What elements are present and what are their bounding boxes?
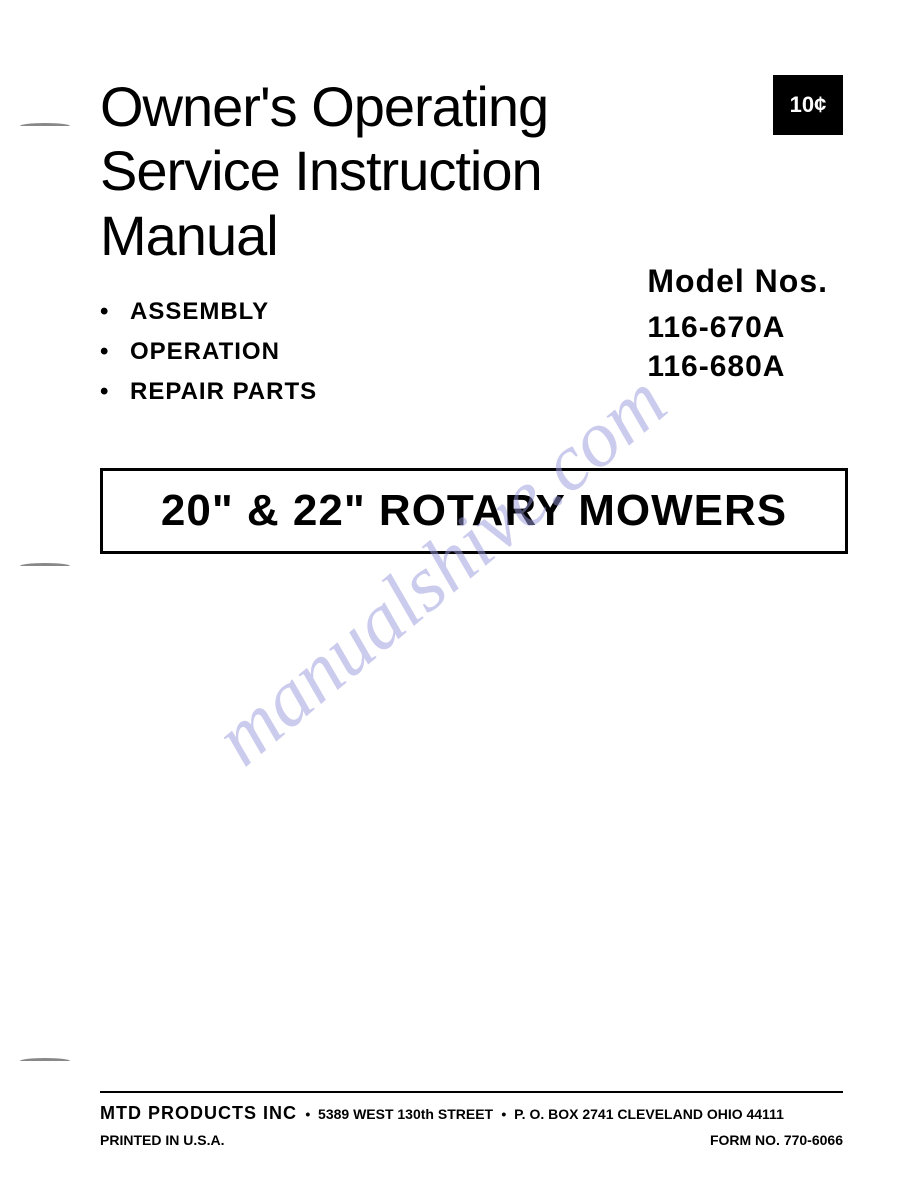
footer: MTD PRODUCTS INC • 5389 WEST 130th STREE… xyxy=(100,1091,843,1148)
product-title-box: 20" & 22" ROTARY MOWERS xyxy=(100,468,848,554)
bullet-item-assembly: ASSEMBLY xyxy=(100,298,317,326)
model-number-1: 116-670A xyxy=(647,308,828,347)
bullet-item-operation: OPERATION xyxy=(100,338,317,366)
bullet-item-repair-parts: REPAIR PARTS xyxy=(100,378,317,406)
title-line-2: Service Instruction xyxy=(100,139,542,202)
footer-company-address: MTD PRODUCTS INC • 5389 WEST 130th STREE… xyxy=(100,1103,784,1124)
title-line-3: Manual xyxy=(100,204,278,267)
content-row: ASSEMBLY OPERATION REPAIR PARTS Model No… xyxy=(100,298,848,418)
company-name: MTD PRODUCTS INC xyxy=(100,1103,297,1123)
footer-line-2: PRINTED IN U.S.A. FORM NO. 770-6066 xyxy=(100,1132,843,1148)
title-line-1: Owner's Operating xyxy=(100,75,548,138)
price-badge: 10¢ xyxy=(773,75,843,135)
model-heading: Model Nos. xyxy=(647,263,828,300)
page-container: 10¢ Owner's Operating Service Instructio… xyxy=(0,0,918,1188)
address-separator-1: • xyxy=(301,1106,318,1122)
bullet-list: ASSEMBLY OPERATION REPAIR PARTS xyxy=(100,298,317,418)
address-pobox: P. O. BOX 2741 CLEVELAND OHIO 44111 xyxy=(514,1106,784,1122)
model-section: Model Nos. 116-670A 116-680A xyxy=(647,263,828,386)
main-title: Owner's Operating Service Instruction Ma… xyxy=(100,75,848,268)
address-separator-2: • xyxy=(498,1106,515,1122)
form-number: FORM NO. 770-6066 xyxy=(710,1132,843,1148)
footer-line-1: MTD PRODUCTS INC • 5389 WEST 130th STREE… xyxy=(100,1103,843,1124)
address-street: 5389 WEST 130th STREET xyxy=(318,1106,493,1122)
product-title: 20" & 22" ROTARY MOWERS xyxy=(128,486,820,536)
printed-text: PRINTED IN U.S.A. xyxy=(100,1132,224,1148)
model-number-2: 116-680A xyxy=(647,347,828,386)
